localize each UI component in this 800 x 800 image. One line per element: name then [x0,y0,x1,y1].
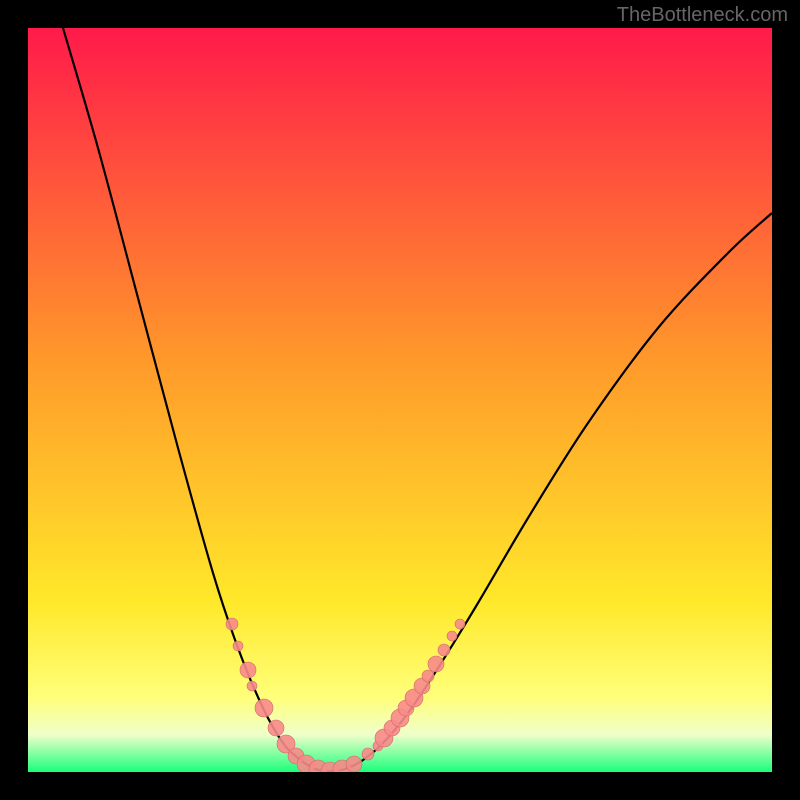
watermark-text: TheBottleneck.com [617,4,788,27]
marker-point [428,656,444,672]
marker-point [447,631,457,641]
marker-point [362,748,374,760]
marker-point [346,756,362,772]
plot-area [28,28,772,772]
marker-point [422,670,434,682]
markers-group [226,618,465,772]
marker-point [233,641,243,651]
marker-point [455,619,465,629]
marker-point [255,699,273,717]
marker-point [268,720,284,736]
marker-point [226,618,238,630]
bottleneck-curve [63,28,772,771]
marker-point [438,644,450,656]
marker-point [240,662,256,678]
chart-svg [28,28,772,772]
marker-point [247,681,257,691]
